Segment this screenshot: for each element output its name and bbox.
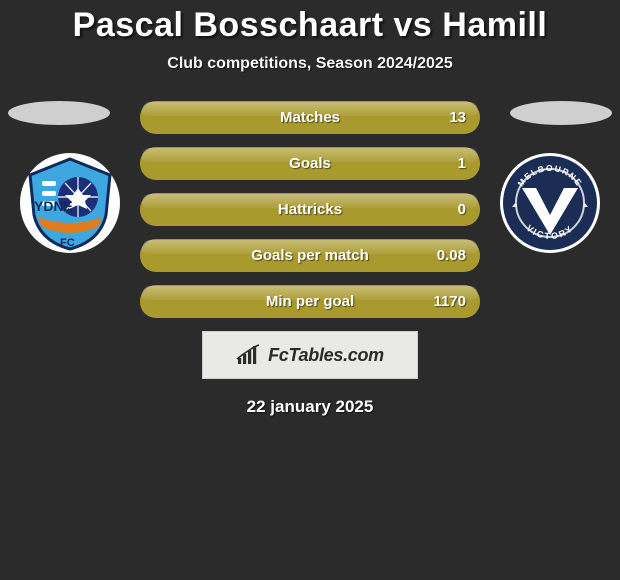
page-subtitle: Club competitions, Season 2024/2025 bbox=[0, 55, 620, 73]
stat-value-right: 0 bbox=[458, 201, 466, 218]
player-photo-right-placeholder bbox=[510, 101, 612, 125]
stats-list: Matches 13 Goals 1 Hattricks 0 Goals per… bbox=[140, 101, 480, 318]
stat-value-right: 1170 bbox=[433, 293, 466, 310]
comparison-date: 22 january 2025 bbox=[0, 397, 620, 417]
club-badge-right: MELBOURNE VICTORY bbox=[500, 153, 600, 253]
stat-label: Hattricks bbox=[140, 201, 480, 218]
stat-label: Matches bbox=[140, 109, 480, 126]
stat-value-right: 13 bbox=[449, 109, 466, 126]
stat-row: Matches 13 bbox=[140, 101, 480, 134]
sydney-fc-badge-icon: YDNE FC bbox=[20, 153, 120, 253]
stat-label: Goals per match bbox=[140, 247, 480, 264]
stat-row: Min per goal 1170 bbox=[140, 285, 480, 318]
stat-label: Min per goal bbox=[140, 293, 480, 310]
stat-value-right: 0.08 bbox=[437, 247, 466, 264]
comparison-content: YDNE FC MELBOURNE VICTORY Mat bbox=[0, 101, 620, 417]
club-badge-left: YDNE FC bbox=[20, 153, 120, 253]
stat-row: Hattricks 0 bbox=[140, 193, 480, 226]
stat-row: Goals 1 bbox=[140, 147, 480, 180]
bar-chart-icon bbox=[236, 344, 262, 366]
stat-row: Goals per match 0.08 bbox=[140, 239, 480, 272]
brand-box: FcTables.com bbox=[202, 331, 418, 379]
page-title: Pascal Bosschaart vs Hamill bbox=[0, 0, 620, 45]
melbourne-victory-badge-icon: MELBOURNE VICTORY bbox=[500, 153, 600, 253]
stat-value-right: 1 bbox=[458, 155, 466, 172]
svg-text:YDNE: YDNE bbox=[34, 198, 73, 214]
player-photo-left-placeholder bbox=[8, 101, 110, 125]
brand-text: FcTables.com bbox=[268, 345, 384, 366]
stat-label: Goals bbox=[140, 155, 480, 172]
svg-text:FC: FC bbox=[60, 237, 75, 249]
